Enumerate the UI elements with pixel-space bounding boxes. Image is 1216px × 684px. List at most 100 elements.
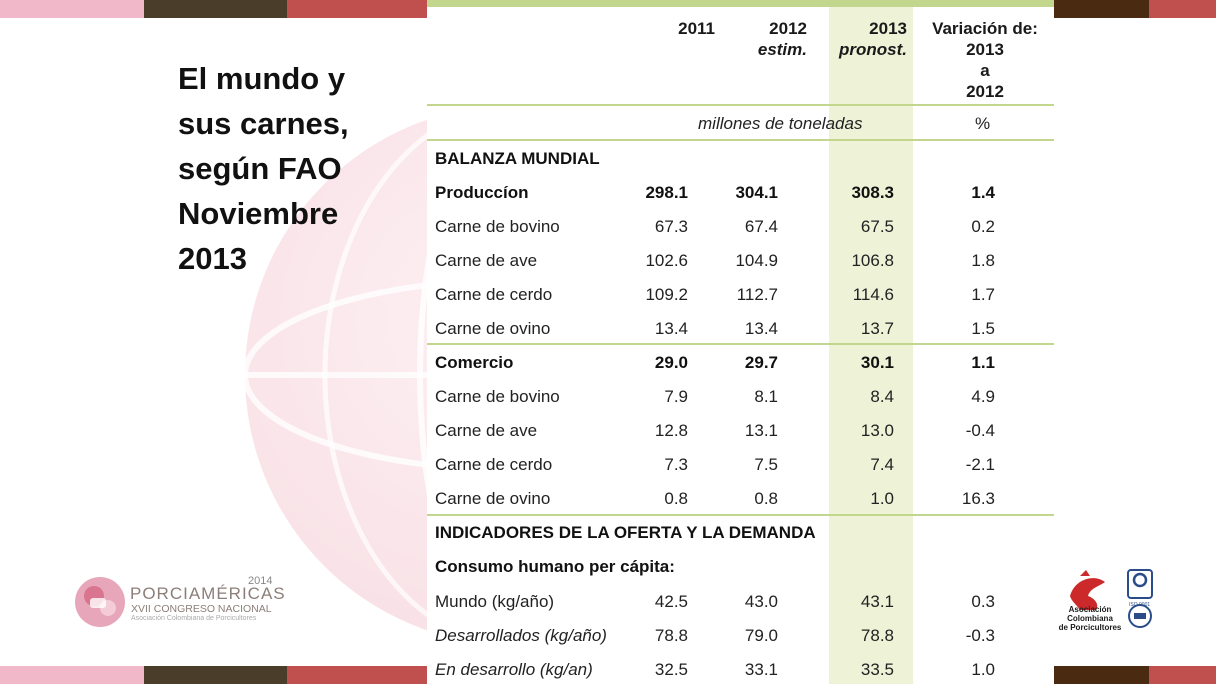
row-label: BALANZA MUNDIAL — [435, 149, 600, 168]
row-label: Mundo (kg/año) — [435, 592, 555, 611]
logo-right-line-1: Asociación — [1068, 605, 1112, 614]
header-2013: 2013 pronost. — [839, 19, 907, 59]
table-row: Produccíon 298.1 304.1 308.3 1.4 — [427, 175, 1054, 209]
title-line-3: según FAO — [178, 151, 342, 186]
table-row: BALANZA MUNDIAL — [427, 141, 1054, 175]
cell-variation: 1.4 — [971, 183, 995, 202]
cell-2011: 32.5 — [654, 660, 688, 679]
cell-2011: 67.3 — [654, 217, 688, 236]
cell-2012: 304.1 — [735, 183, 778, 202]
title-line-1: El mundo y — [178, 61, 346, 96]
cell-2012: 43.0 — [744, 592, 778, 611]
table-row: Carne de cerdo 7.3 7.5 7.4 -2.1 — [427, 447, 1054, 481]
top-stripe-brown — [1054, 0, 1149, 18]
divider-indicadores — [427, 514, 1054, 516]
cell-variation: -2.1 — [965, 455, 995, 474]
table-row: Carne de ovino 0.8 0.8 1.0 16.3 — [427, 481, 1054, 515]
table-row: Carne de ave 12.8 13.1 13.0 -0.4 — [427, 413, 1054, 447]
table-row: Carne de ovino 13.4 13.4 13.7 1.5 — [427, 311, 1054, 345]
row-label: INDICADORES DE LA OFERTA Y LA DEMANDA — [435, 523, 816, 542]
table-row: INDICADORES DE LA OFERTA Y LA DEMANDA — [427, 515, 1054, 549]
cell-2013: 13.7 — [860, 319, 894, 338]
table-row: Mundo (kg/año) 42.5 43.0 43.1 0.3 — [427, 584, 1054, 618]
cell-2012: 13.4 — [744, 319, 778, 338]
bottom-stripe-red — [287, 666, 427, 684]
divider-units — [427, 139, 1054, 141]
logo-left-tagline: Asociación Colombiana de Porcicultores — [131, 615, 257, 622]
cell-variation: 1.5 — [971, 319, 995, 338]
cell-2013: 78.8 — [860, 626, 894, 645]
cell-variation: 4.9 — [971, 387, 995, 406]
cell-2011: 12.8 — [654, 421, 688, 440]
units-label: millones de toneladas — [698, 114, 863, 133]
cell-2012: 104.9 — [735, 251, 778, 270]
slide-title: El mundo y sus carnes, según FAO Noviemb… — [178, 56, 398, 281]
row-label: Carne de ave — [435, 421, 538, 440]
table-row: Carne de bovino 7.9 8.1 8.4 4.9 — [427, 379, 1054, 413]
cell-2013: 8.4 — [870, 387, 894, 406]
top-stripe-dark — [144, 0, 287, 18]
cell-2013: 30.1 — [860, 353, 894, 372]
header-variation: Variación de: 2013 a 2012 — [932, 19, 1038, 101]
divider-comercio — [427, 343, 1054, 345]
bottom-stripe-pink — [0, 666, 144, 684]
table-row: Desarrollados (kg/año) 78.8 79.0 78.8 -0.3 — [427, 618, 1054, 652]
cell-2013: 7.4 — [870, 455, 894, 474]
cell-2012: 8.1 — [754, 387, 778, 406]
logo-right-text: Asociación Colombiana de Porcicultores — [1052, 605, 1128, 632]
cell-2013: 1.0 — [870, 489, 894, 508]
cell-2012: 67.4 — [744, 217, 778, 236]
title-line-2: sus carnes, — [178, 106, 349, 141]
row-label: Carne de cerdo — [435, 285, 553, 304]
table-row: En desarrollo (kg/an) 32.5 33.1 33.5 1.0 — [427, 652, 1054, 684]
cell-2011: 102.6 — [645, 251, 688, 270]
row-label: Carne de bovino — [435, 387, 560, 406]
row-label: Carne de ovino — [435, 489, 551, 508]
cell-2011: 109.2 — [645, 285, 688, 304]
cell-variation: -0.3 — [965, 626, 995, 645]
logo-right-line-3: de Porcicultores — [1058, 623, 1122, 632]
divider-header — [427, 104, 1054, 106]
cell-2011: 7.3 — [664, 455, 688, 474]
row-label: Produccíon — [435, 183, 529, 202]
logo-left-year: 2014 — [248, 575, 273, 587]
cell-2011: 7.9 — [664, 387, 688, 406]
row-label: Carne de ave — [435, 251, 538, 270]
cell-variation: 1.1 — [971, 353, 995, 372]
table-row: Comercio 29.0 29.7 30.1 1.1 — [427, 345, 1054, 379]
cell-variation: 0.3 — [971, 592, 995, 611]
meat-balance-table: 2011 2012 estim. 2013 pronost. Variación… — [427, 0, 1054, 684]
cell-2013: 106.8 — [851, 251, 894, 270]
bottom-stripe-dark — [144, 666, 287, 684]
cell-2012: 13.1 — [744, 421, 778, 440]
table-row: Consumo humano per cápita: — [427, 549, 1054, 583]
cell-2013: 13.0 — [860, 421, 894, 440]
cell-2013: 43.1 — [860, 592, 894, 611]
cell-2012: 7.5 — [754, 455, 778, 474]
cell-2011: 13.4 — [654, 319, 688, 338]
cell-2012: 29.7 — [744, 353, 778, 372]
units-percent: % — [975, 114, 991, 133]
highlight-column-2013 — [829, 7, 913, 684]
header-2011: 2011 — [678, 19, 715, 38]
cell-variation: 1.7 — [971, 285, 995, 304]
title-line-5: 2013 — [178, 241, 247, 276]
row-label: En desarrollo (kg/an) — [435, 660, 593, 679]
row-label: Carne de cerdo — [435, 455, 553, 474]
table-row: Carne de bovino 67.3 67.4 67.5 0.2 — [427, 209, 1054, 243]
bottom-stripe-brown — [1054, 666, 1149, 684]
table-row: Carne de ave 102.6 104.9 106.8 1.8 — [427, 243, 1054, 277]
logo-left-subtitle: XVII CONGRESO NACIONAL — [131, 603, 272, 615]
cell-2012: 33.1 — [744, 660, 778, 679]
cell-variation: 1.8 — [971, 251, 995, 270]
porcicultores-logo — [1070, 569, 1153, 628]
top-stripe-pink — [0, 0, 144, 18]
cell-2011: 78.8 — [654, 626, 688, 645]
top-stripe-red — [287, 0, 427, 18]
cell-2013: 67.5 — [860, 217, 894, 236]
top-stripe-red-right — [1149, 0, 1216, 18]
header-2012: 2012 estim. — [757, 19, 807, 59]
cell-2011: 42.5 — [654, 592, 688, 611]
row-label: Carne de ovino — [435, 319, 551, 338]
cell-2011: 29.0 — [654, 353, 688, 372]
